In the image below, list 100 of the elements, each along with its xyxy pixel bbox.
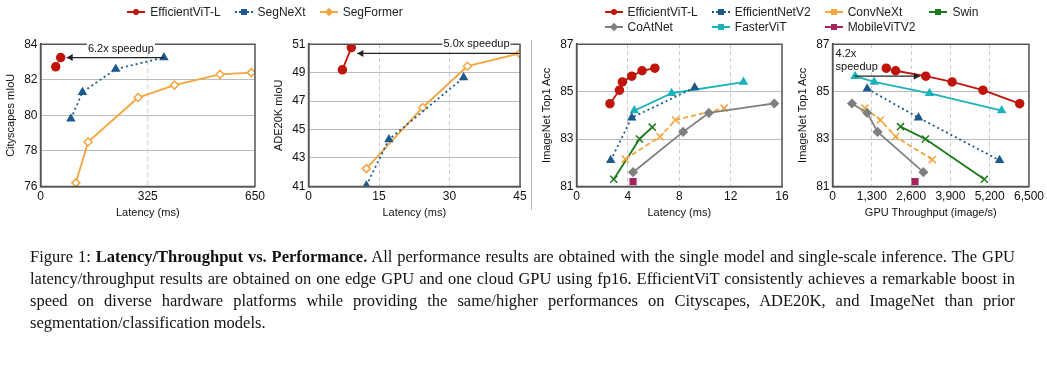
point [605, 98, 615, 109]
point [876, 115, 885, 125]
annotation: 6.2x speedup [87, 41, 154, 54]
x-tick-label: 0 [829, 188, 837, 203]
x-tick-label: 8 [675, 188, 683, 203]
x-tick-label: 16 [775, 188, 789, 203]
point [863, 84, 872, 92]
x-tick-label: 1,300 [856, 188, 888, 203]
y-axis-title: ImageNet Top1 Acc [539, 67, 552, 163]
point [739, 77, 748, 85]
point [978, 85, 988, 95]
y-axis-title: Cityscapes mIoU [3, 73, 16, 157]
point [609, 175, 619, 184]
point [925, 88, 934, 97]
point [648, 122, 657, 132]
x-tick-label: 650 [244, 188, 266, 203]
point [337, 65, 348, 75]
x-tick-label: 4 [624, 188, 632, 203]
point [678, 127, 688, 137]
x-tick-label: 2,600 [896, 188, 927, 203]
point [914, 112, 923, 121]
point [71, 178, 81, 187]
y-tick-label: 80 [24, 107, 38, 122]
annotation: 5.0x speedup [443, 37, 510, 50]
legend-label: EfficientNetV2 [734, 4, 811, 19]
x-tick-label: 325 [137, 188, 159, 203]
x-tick-label: 5,200 [974, 188, 1006, 203]
point [50, 62, 61, 72]
point [921, 134, 930, 144]
point [462, 61, 473, 71]
point [891, 132, 900, 141]
point [66, 114, 76, 122]
y-tick-label: 47 [292, 93, 306, 108]
y-tick-label: 83 [560, 131, 574, 146]
y-tick-label: 49 [292, 64, 306, 79]
x-tick-label: 0 [305, 188, 313, 203]
point [628, 167, 638, 177]
legend-label: Swin [952, 4, 979, 19]
point [621, 154, 630, 164]
point [719, 103, 729, 113]
y-tick-label: 81 [560, 178, 574, 193]
y-tick-label: 43 [292, 150, 306, 165]
point [111, 64, 120, 72]
point [606, 155, 615, 164]
legend-label: EfficientViT-L [150, 4, 221, 19]
y-tick-label: 51 [292, 36, 306, 51]
x-axis-title: Latency (ms) [382, 206, 447, 219]
point [869, 77, 879, 85]
annotation: 4.2x speedup [835, 47, 878, 73]
point [997, 105, 1006, 114]
legend-label: SegNeXt [257, 4, 306, 19]
point [215, 69, 225, 80]
point [614, 85, 625, 95]
point [690, 82, 699, 91]
point [83, 137, 93, 147]
point [860, 103, 870, 113]
y-axis-title: ImageNet Top1 Acc [795, 67, 808, 163]
x-tick-label: 12 [723, 188, 738, 203]
point [346, 44, 357, 53]
point [169, 80, 180, 90]
point [133, 92, 143, 103]
point [769, 98, 780, 109]
point [881, 63, 891, 73]
point [246, 67, 255, 78]
x-tick-label: 6,500 [1013, 188, 1045, 203]
point [630, 105, 639, 114]
y-tick-label: 85 [560, 83, 574, 98]
point [918, 167, 929, 177]
y-tick-label: 82 [24, 72, 38, 87]
point [627, 112, 636, 121]
x-axis-title: GPU Throughput (image/s) [864, 206, 997, 219]
point [459, 72, 468, 81]
y-tick-label: 41 [292, 178, 306, 193]
point [384, 134, 394, 143]
legend-label: CoAtNet [627, 19, 673, 34]
y-axis-title: ADE20K mIoU [271, 79, 284, 152]
point [980, 175, 989, 184]
point [667, 88, 676, 97]
y-tick-label: 78 [24, 143, 38, 158]
point [995, 155, 1004, 164]
x-axis-title: Latency (ms) [115, 206, 180, 219]
point [862, 108, 872, 118]
point [947, 77, 957, 87]
x-tick-label: 15 [372, 188, 387, 203]
x-tick-label: 30 [442, 188, 457, 203]
point [635, 134, 644, 144]
x-axis-title: Latency (ms) [647, 206, 712, 219]
point [655, 132, 665, 141]
point [872, 127, 883, 137]
point [617, 77, 628, 87]
point [637, 65, 647, 76]
y-tick-label: 85 [816, 83, 830, 98]
point [921, 71, 931, 81]
x-tick-label: 0 [573, 188, 581, 203]
y-tick-label: 45 [292, 121, 306, 136]
point [896, 122, 905, 131]
y-tick-label: 76 [24, 178, 38, 193]
legend-label: FasterViT [734, 19, 787, 34]
point [928, 155, 937, 164]
point [78, 87, 87, 95]
